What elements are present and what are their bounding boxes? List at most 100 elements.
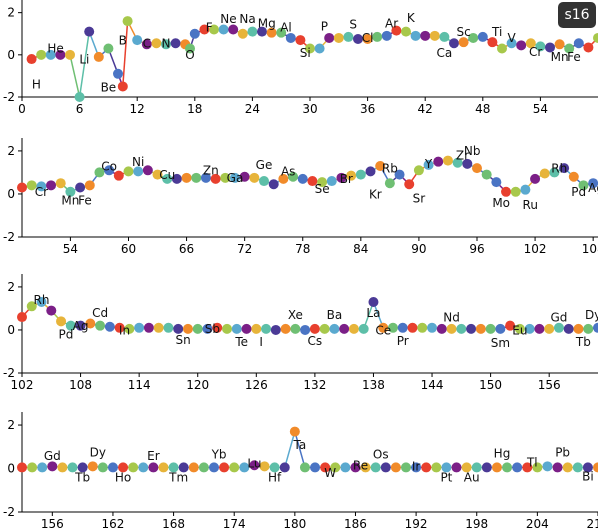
x-tick-label: 60 xyxy=(121,242,136,256)
data-point xyxy=(319,323,330,334)
data-point xyxy=(84,26,95,37)
data-point xyxy=(485,323,496,334)
data-point xyxy=(36,296,47,307)
data-point xyxy=(477,31,488,42)
series-segment xyxy=(69,54,81,98)
data-point xyxy=(124,323,135,334)
data-point xyxy=(65,49,75,60)
y-tick-label: 2 xyxy=(7,280,15,294)
data-point xyxy=(128,462,139,473)
data-point xyxy=(573,323,584,334)
data-point xyxy=(588,178,598,189)
data-point xyxy=(77,462,88,473)
data-point xyxy=(297,173,308,184)
data-point xyxy=(362,34,373,45)
x-tick-label: 18 xyxy=(187,102,202,116)
data-point xyxy=(451,462,462,473)
data-point xyxy=(524,323,535,334)
data-point xyxy=(153,322,164,333)
x-tick-label: 132 xyxy=(303,378,326,392)
data-point xyxy=(158,462,169,473)
x-tick-label: 168 xyxy=(162,517,185,531)
data-point xyxy=(514,323,525,334)
y-tick-label: 0 xyxy=(7,323,15,337)
data-point xyxy=(423,159,434,170)
data-point xyxy=(198,462,209,473)
element-label: Sm xyxy=(491,336,510,350)
element-label: Pd xyxy=(571,185,586,199)
element-label: Co xyxy=(101,159,117,173)
data-point xyxy=(295,35,306,46)
element-label: Dy xyxy=(585,308,598,322)
data-point xyxy=(578,180,589,191)
data-point xyxy=(257,26,267,37)
data-point xyxy=(520,184,531,195)
element-label: Br xyxy=(340,172,353,186)
element-label: Ho xyxy=(115,471,131,485)
panel-badge: s16 xyxy=(558,2,596,28)
data-point xyxy=(404,179,415,190)
data-point xyxy=(441,462,452,473)
data-point xyxy=(57,462,68,473)
element-label: I xyxy=(259,335,263,349)
element-label: Ag xyxy=(73,319,89,333)
data-point xyxy=(143,322,154,333)
data-point xyxy=(449,38,459,49)
data-point xyxy=(534,323,545,334)
data-point xyxy=(502,462,513,473)
data-point xyxy=(573,38,584,49)
data-point xyxy=(239,171,250,182)
data-point xyxy=(266,27,277,38)
element-label: Ga xyxy=(227,171,244,185)
data-point xyxy=(506,38,517,49)
data-point xyxy=(185,43,195,54)
data-point xyxy=(535,41,546,52)
data-point xyxy=(97,462,108,473)
data-point xyxy=(270,324,281,335)
data-point xyxy=(360,462,371,473)
element-label: Cr xyxy=(529,45,542,59)
series-segment xyxy=(284,431,296,468)
element-label: Cl xyxy=(362,31,374,45)
data-point xyxy=(181,172,192,183)
data-point xyxy=(411,462,422,473)
data-point xyxy=(446,323,457,334)
element-label: H xyxy=(32,78,41,92)
data-point xyxy=(380,462,391,473)
data-point xyxy=(372,31,383,42)
chart-panel-3: -2 0 2 102 108 114 120 126 132 138 144 150 156 Rh PdAg… xyxy=(3,274,598,392)
data-point xyxy=(458,37,469,48)
series-segment xyxy=(122,21,129,87)
data-point xyxy=(161,39,171,50)
element-label: He xyxy=(47,42,63,56)
data-point xyxy=(340,462,351,473)
x-tick-label: 186 xyxy=(344,517,367,531)
data-point xyxy=(212,322,223,333)
element-label: Sc xyxy=(456,25,470,39)
y-tick-label: 2 xyxy=(7,418,15,432)
data-point xyxy=(173,323,184,334)
data-point xyxy=(237,28,248,39)
element-label: Cs xyxy=(308,334,323,348)
data-point xyxy=(355,169,366,180)
data-point xyxy=(442,155,453,166)
element-label: Si xyxy=(300,46,311,60)
data-point xyxy=(387,322,398,333)
data-point xyxy=(539,168,550,179)
data-point xyxy=(324,32,335,43)
data-point xyxy=(466,323,477,334)
data-point xyxy=(407,322,418,333)
data-point xyxy=(75,182,86,193)
element-label: Hf xyxy=(268,471,282,485)
data-point xyxy=(199,24,210,35)
element-label: Fe xyxy=(78,194,92,208)
data-point xyxy=(491,177,502,188)
data-point xyxy=(17,312,27,323)
x-tick-label: 156 xyxy=(538,378,561,392)
element-label: Ta xyxy=(293,438,307,452)
data-point xyxy=(290,323,301,334)
element-label: Mg xyxy=(258,16,276,30)
data-point xyxy=(309,323,320,334)
